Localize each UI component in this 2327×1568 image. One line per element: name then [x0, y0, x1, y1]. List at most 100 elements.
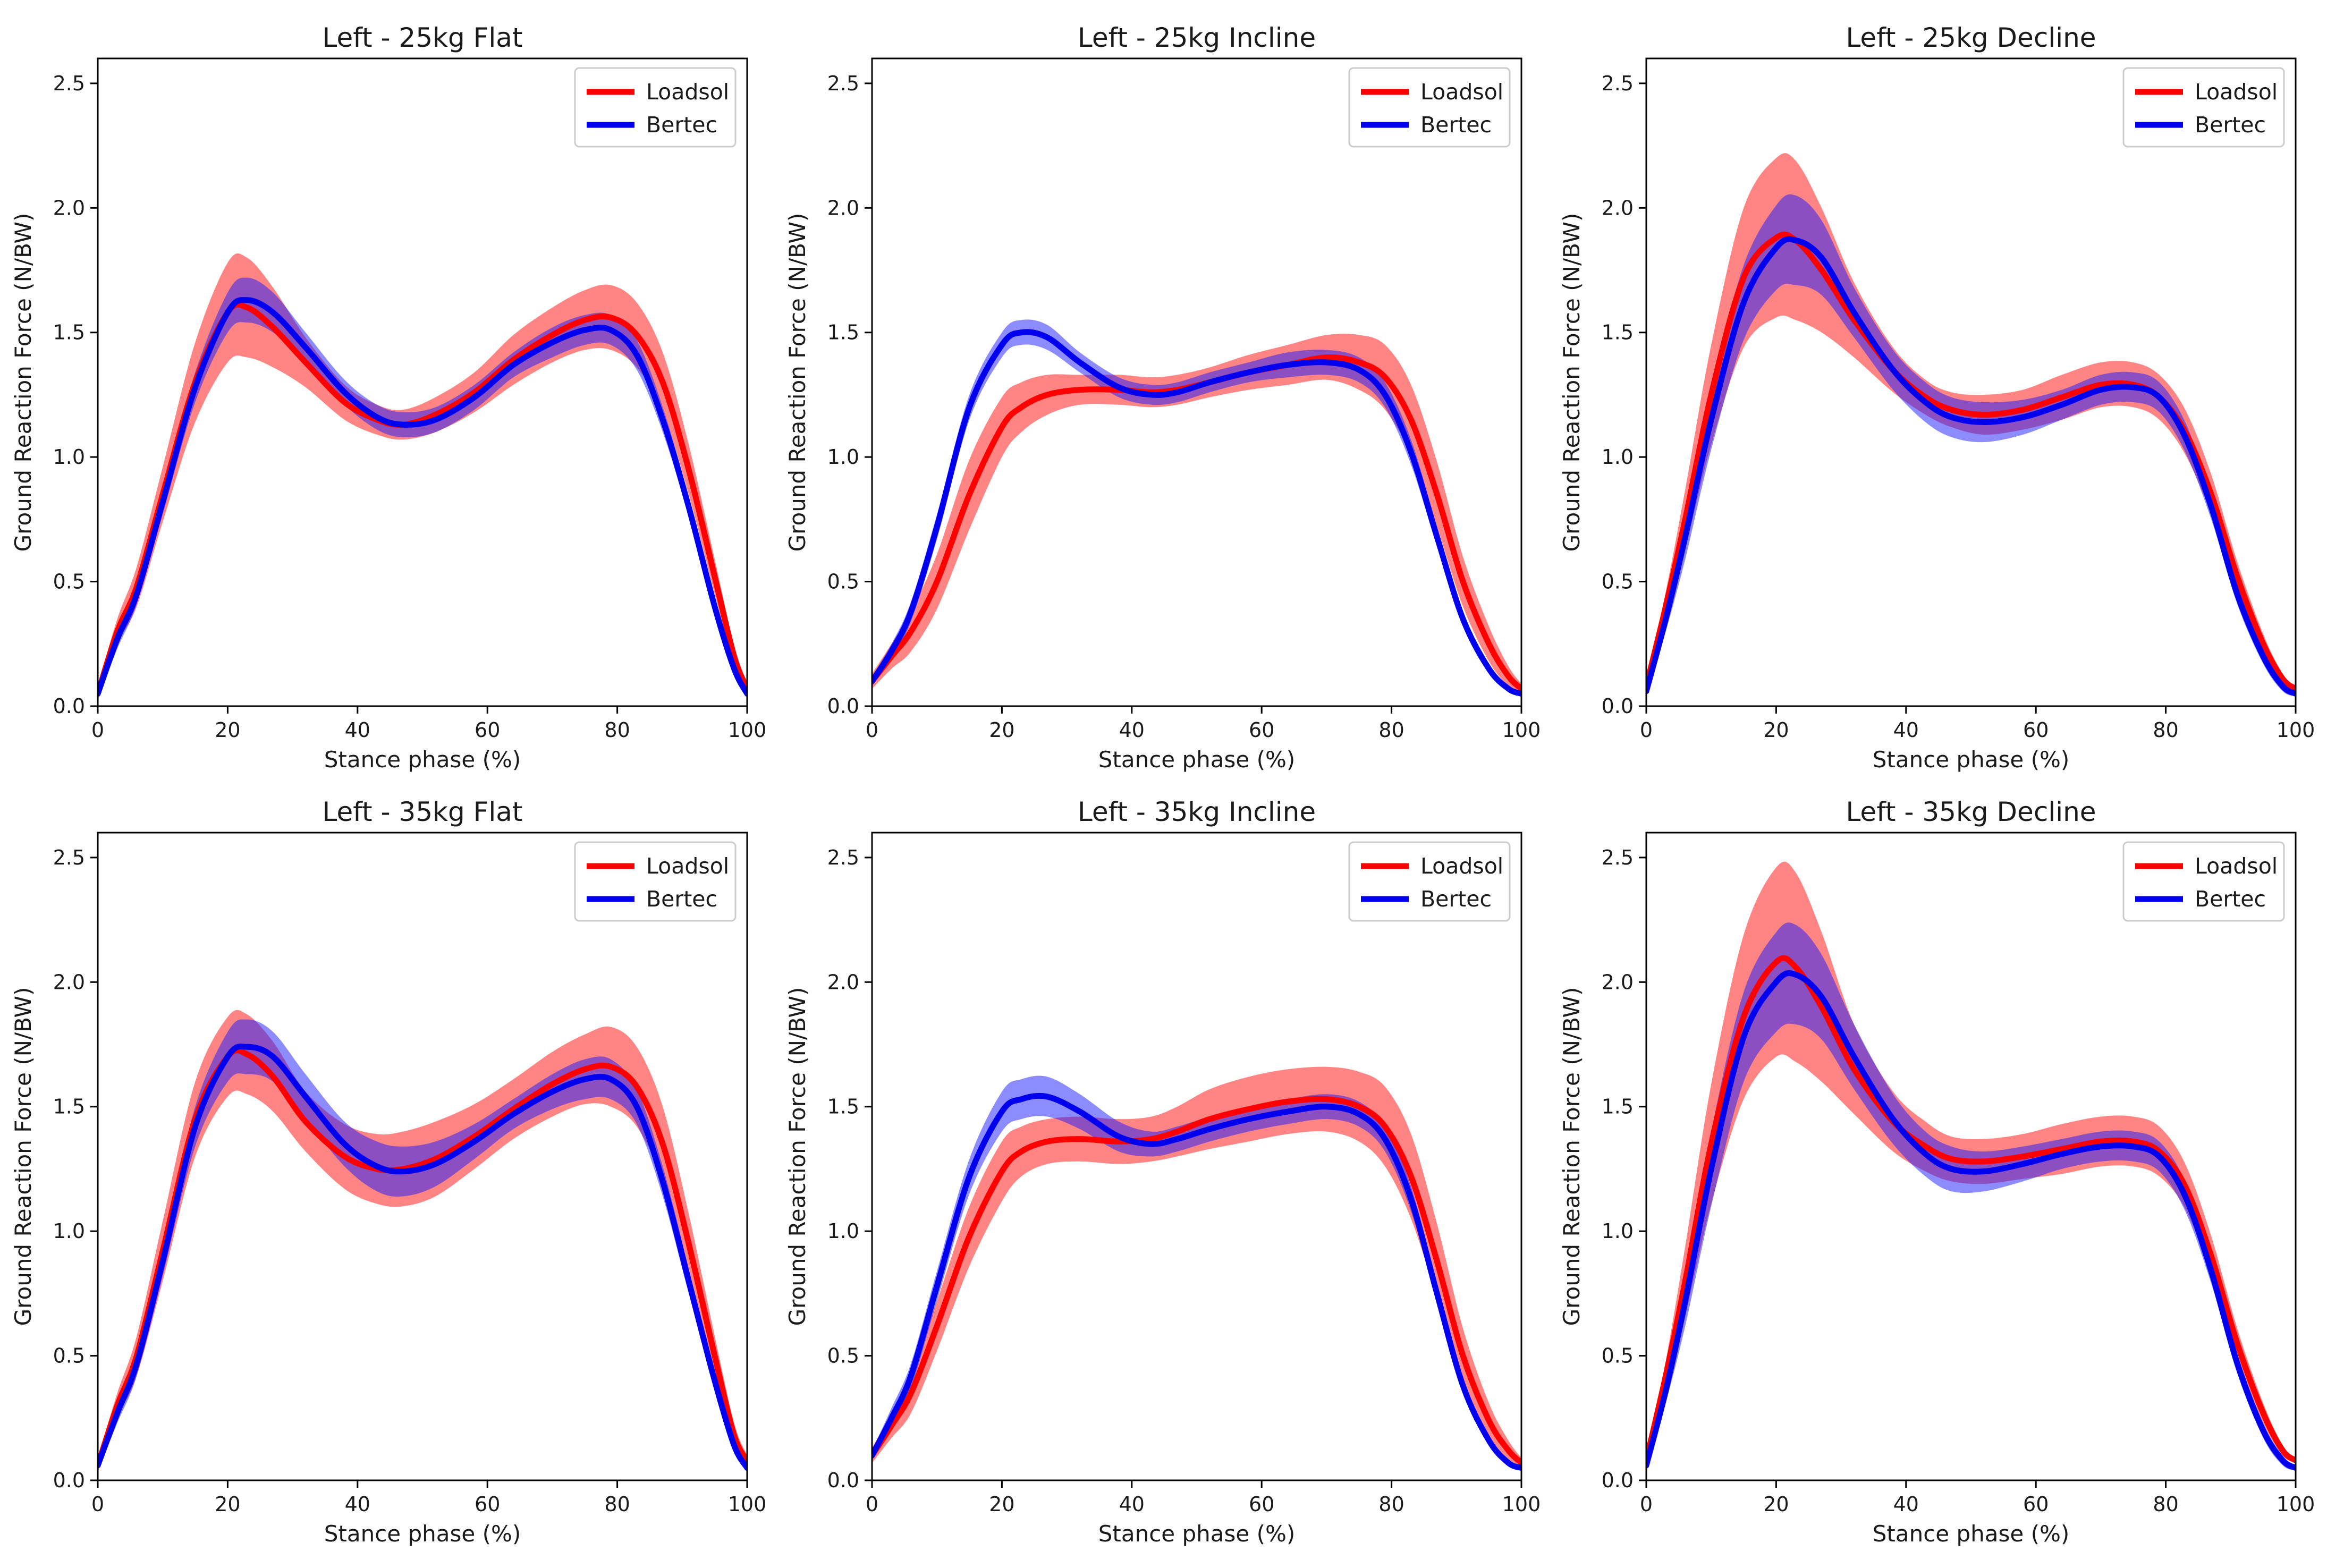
y-tick-label: 2.0	[827, 970, 859, 994]
x-tick-label: 60	[475, 718, 500, 742]
y-tick-label: 2.0	[53, 970, 85, 994]
x-tick-label: 20	[215, 718, 240, 742]
y-axis-label: Ground Reaction Force (N/BW)	[10, 213, 36, 552]
y-tick-label: 2.5	[53, 72, 85, 95]
x-tick-label: 20	[989, 718, 1014, 742]
y-tick-label: 1.5	[1602, 1095, 1634, 1118]
loadsol-mean-line	[98, 1047, 747, 1469]
y-tick-label: 1.0	[827, 1219, 859, 1243]
x-tick-label: 100	[728, 1493, 767, 1516]
plot-area	[98, 253, 747, 701]
x-tick-label: 20	[1763, 1493, 1789, 1516]
bertec-sd-band	[872, 319, 1521, 697]
plot-area	[1646, 861, 2296, 1471]
panel-title: Left - 35kg Decline	[1846, 796, 2096, 827]
loadsol-sd-band	[98, 1010, 747, 1473]
plot-area	[98, 1010, 747, 1473]
x-tick-label: 100	[728, 718, 767, 742]
y-tick-label: 1.5	[53, 321, 85, 344]
loadsol-legend-label: Loadsol	[1420, 79, 1503, 105]
loadsol-mean-line	[872, 1096, 1521, 1466]
x-axis-label: Stance phase (%)	[1098, 1521, 1296, 1547]
bertec-mean-line	[872, 1092, 1521, 1471]
y-tick-label: 2.5	[1602, 72, 1634, 95]
x-tick-label: 80	[1378, 1493, 1404, 1516]
y-axis-label: Ground Reaction Force (N/BW)	[1559, 987, 1585, 1326]
legend: Loadsol Bertec	[1348, 67, 1511, 148]
y-tick-label: 0.5	[1602, 1344, 1634, 1368]
y-tick-label: 1.5	[1602, 321, 1634, 344]
bertec-sd-band	[1646, 922, 2296, 1471]
plot-area	[1646, 153, 2296, 697]
y-axis-label: Ground Reaction Force (N/BW)	[10, 987, 36, 1326]
y-tick-label: 0.5	[827, 570, 859, 594]
legend: Loadsol Bertec	[574, 67, 737, 148]
bertec-legend-label: Bertec	[646, 886, 717, 912]
x-tick-label: 20	[215, 1493, 240, 1516]
y-tick-label: 1.0	[1602, 1219, 1634, 1243]
panel-title: Left - 25kg Decline	[1846, 22, 2096, 53]
bertec-mean-line	[1646, 236, 2296, 697]
y-tick-label: 2.0	[1602, 970, 1634, 994]
x-tick-label: 40	[1119, 718, 1145, 742]
loadsol-mean-line	[1646, 955, 2296, 1463]
x-tick-label: 40	[1119, 1493, 1145, 1516]
x-tick-label: 60	[2023, 1493, 2049, 1516]
x-tick-label: 80	[1378, 718, 1404, 742]
panel-25kg-incline: 0 20 40 60 80 100 0.0 0.5 1.0 1.5 2.0 2.5 Left - 25k…	[784, 22, 1541, 773]
y-tick-label: 0.0	[53, 1469, 85, 1492]
x-tick-label: 60	[2023, 718, 2049, 742]
x-tick-label: 0	[866, 1493, 878, 1516]
panel-25kg-flat: 0 20 40 60 80 100 0.0 0.5 1.0 1.5 2.0 2.5 Left - 25k…	[10, 22, 766, 773]
x-tick-label: 80	[604, 1493, 630, 1516]
y-tick-label: 0.0	[1602, 694, 1634, 718]
x-axis-label: Stance phase (%)	[1873, 1521, 2070, 1547]
x-tick-label: 0	[866, 718, 878, 742]
y-tick-label: 1.5	[53, 1095, 85, 1118]
x-tick-label: 0	[91, 718, 104, 742]
x-tick-label: 80	[2153, 718, 2178, 742]
x-tick-label: 40	[1893, 1493, 1919, 1516]
panel-title: Left - 35kg Flat	[322, 796, 522, 827]
legend: Loadsol Bertec	[2122, 841, 2285, 922]
loadsol-sd-band	[872, 1066, 1521, 1468]
loadsol-legend-label: Loadsol	[2195, 853, 2278, 879]
loadsol-legend-label: Loadsol	[646, 79, 729, 105]
y-tick-label: 0.0	[827, 694, 859, 718]
x-tick-label: 80	[2153, 1493, 2178, 1516]
bertec-mean-line	[98, 1044, 747, 1471]
y-axis-label: Ground Reaction Force (N/BW)	[784, 987, 810, 1326]
axes-frame	[1645, 57, 2297, 707]
bertec-legend-label: Bertec	[646, 112, 717, 138]
x-tick-label: 0	[91, 1493, 104, 1516]
legend: Loadsol Bertec	[574, 841, 737, 922]
bertec-mean-line	[872, 329, 1521, 697]
bertec-legend-label: Bertec	[1420, 886, 1492, 912]
y-tick-label: 0.5	[53, 570, 85, 594]
loadsol-legend-label: Loadsol	[2195, 79, 2278, 105]
y-tick-label: 2.5	[827, 72, 859, 95]
x-tick-label: 40	[1893, 718, 1919, 742]
axes-frame	[97, 832, 748, 1481]
x-tick-label: 40	[345, 718, 370, 742]
x-tick-label: 100	[1502, 1493, 1541, 1516]
axes-frame	[871, 832, 1522, 1481]
bertec-mean-line	[1646, 970, 2296, 1471]
panel-35kg-flat: 0 20 40 60 80 100 0.0 0.5 1.0 1.5 2.0 2.5 Left - 35k…	[10, 796, 766, 1547]
x-tick-label: 60	[1249, 718, 1274, 742]
x-tick-label: 100	[2277, 718, 2315, 742]
loadsol-mean-line	[1646, 231, 2296, 692]
bertec-mean-line	[98, 297, 747, 697]
panel-35kg-decline: 0 20 40 60 80 100 0.0 0.5 1.0 1.5 2.0 2.5 Left - 35k…	[1559, 796, 2315, 1547]
loadsol-legend-label: Loadsol	[646, 853, 729, 879]
y-tick-label: 1.5	[827, 321, 859, 344]
x-tick-label: 100	[1502, 718, 1541, 742]
y-tick-label: 2.0	[1602, 196, 1634, 219]
legend: Loadsol Bertec	[1348, 841, 1511, 922]
y-tick-label: 1.5	[827, 1095, 859, 1118]
bertec-legend-label: Bertec	[2195, 886, 2266, 912]
bertec-legend-label: Bertec	[1420, 112, 1492, 138]
axes-frame	[1645, 832, 2297, 1481]
x-tick-label: 20	[1763, 718, 1789, 742]
y-tick-label: 1.0	[53, 1219, 85, 1243]
